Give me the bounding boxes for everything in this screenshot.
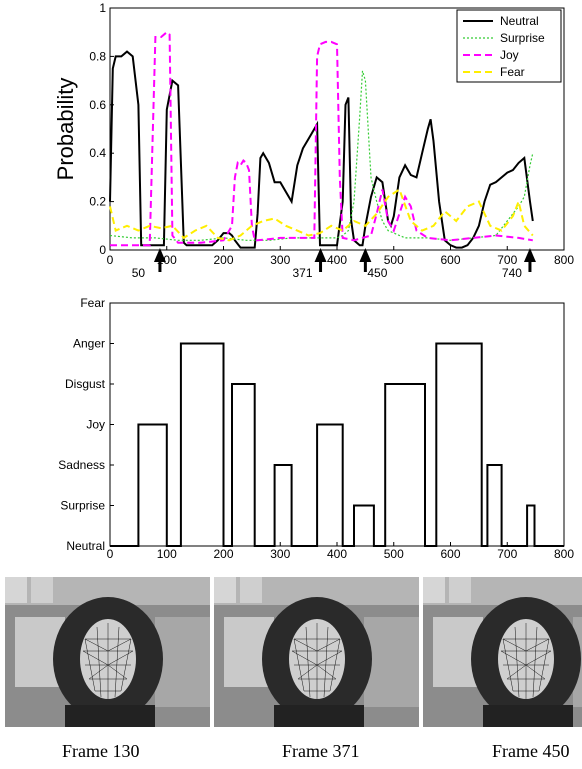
x-tick-label: 700 [497,253,517,267]
y-category-label-neutral: Neutral [66,539,105,553]
face-mesh-illustration [5,577,210,727]
face-mesh-illustration [214,577,419,727]
x-tick-label: 300 [270,253,290,267]
frame-arrow-marker [359,248,372,262]
y-category-label-fear: Fear [80,296,105,310]
frame-arrow-stem [319,261,323,272]
y-ticks: 0 0.2 0.4 0.6 0.8 1 [89,1,114,257]
legend-label-joy: Joy [500,48,519,62]
y-tick-label: 1 [99,1,106,15]
x-tick-label: 600 [440,547,460,561]
y-tick-label: 0 [99,243,106,257]
x-tick-label: 200 [213,253,233,267]
y-tick-label: 0.6 [89,98,106,112]
frame-image-450 [423,577,582,727]
frame-annotation-label: 50 [132,266,146,280]
x-tick-label: 400 [327,253,347,267]
legend-label-surprise: Surprise [500,31,545,45]
frame-arrow-marker [153,248,166,262]
x-tick-label: 700 [497,547,517,561]
frame-strip [0,577,582,727]
frame-image-130 [5,577,210,727]
y-ticks: Neutral Surprise Sadness Joy Disgust Anger Fea… [58,296,114,553]
series-line-fear [109,187,534,242]
x-tick-label: 400 [327,547,347,561]
x-tick-label: 100 [157,547,177,561]
y-axis-label: Probability [53,78,78,181]
frame-annotation-label: 371 [293,266,313,280]
frame-caption-450: Frame 450 [492,741,570,761]
x-tick-label: 0 [107,547,114,561]
y-tick-label: 0.8 [89,49,106,63]
y-category-label-anger: Anger [73,337,105,351]
series-line-neutral [109,50,534,249]
frame-annotation-label: 450 [367,266,387,280]
series-group [110,342,564,547]
legend-label-neutral: Neutral [500,14,539,28]
legend: Neutral Surprise Joy Fear [456,9,562,83]
y-category-label-joy: Joy [86,418,105,432]
y-category-label-surprise: Surprise [60,499,105,513]
x-tick-label: 500 [384,253,404,267]
frame-caption-130: Frame 130 [62,741,140,761]
frame-image-371 [214,577,419,727]
x-ticks: 0 100 200 300 400 500 600 700 800 [107,542,574,561]
emotion-label-chart: 0 100 200 300 400 500 600 700 800 Neutral Surpris… [58,296,574,561]
series-line-joy [110,30,533,247]
emotion-step-line [110,342,564,547]
frame-arrow-stem [528,261,532,272]
frame-annotation-label: 740 [502,266,522,280]
series-line-surprise [109,70,534,241]
x-tick-label: 300 [270,547,290,561]
frame-arrow-stem [363,261,367,272]
y-category-label-sadness: Sadness [58,458,105,472]
frame-caption-371: Frame 371 [282,741,360,761]
face-mesh-illustration [423,577,582,727]
frame-arrow-marker [314,248,327,262]
legend-label-fear: Fear [500,65,525,79]
x-tick-label: 600 [440,253,460,267]
series-group [109,30,534,249]
probability-chart: 0 100 200 300 400 500 600 700 800 00.20.40.60.81… [53,1,574,280]
frame-arrow-marker [523,248,536,262]
x-tick-label: 800 [554,253,574,267]
y-tick-label: 0.2 [89,195,106,209]
x-tick-label: 200 [213,547,233,561]
x-tick-label: 800 [554,547,574,561]
y-category-label-disgust: Disgust [65,377,106,391]
frame-annotations: 50 371 450 740 [132,248,536,280]
y-tick-label: 0.4 [89,146,106,160]
frame-arrow-stem [158,261,162,272]
x-tick-label: 500 [384,547,404,561]
x-tick-label: 0 [107,253,114,267]
